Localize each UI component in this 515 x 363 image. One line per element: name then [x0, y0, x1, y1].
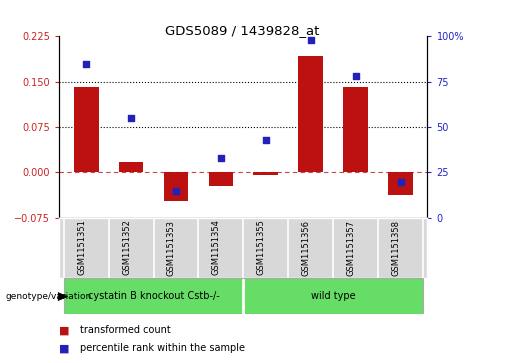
Text: GSM1151351: GSM1151351	[77, 220, 86, 276]
Point	[397, 179, 405, 184]
Point	[306, 37, 315, 43]
Bar	[253, 172, 278, 175]
Text: wild type: wild type	[311, 291, 355, 301]
Text: cystatin B knockout Cstb-/-: cystatin B knockout Cstb-/-	[88, 291, 219, 301]
Text: GSM1151358: GSM1151358	[391, 220, 401, 276]
Bar	[344, 86, 368, 172]
Text: GDS5089 / 1439828_at: GDS5089 / 1439828_at	[165, 24, 319, 37]
Text: GSM1151357: GSM1151357	[347, 220, 355, 276]
Text: genotype/variation: genotype/variation	[5, 292, 91, 301]
Text: GSM1151352: GSM1151352	[122, 220, 131, 276]
Text: GSM1151353: GSM1151353	[167, 220, 176, 276]
Point	[172, 188, 180, 193]
Text: ■: ■	[59, 325, 70, 335]
Point	[351, 73, 359, 79]
Text: ■: ■	[59, 343, 70, 354]
Bar	[119, 162, 143, 172]
Text: GSM1151354: GSM1151354	[212, 220, 221, 276]
Bar	[209, 172, 233, 186]
Text: GSM1151356: GSM1151356	[302, 220, 311, 276]
Text: GSM1151355: GSM1151355	[257, 220, 266, 276]
Text: transformed count: transformed count	[80, 325, 170, 335]
Bar	[244, 278, 423, 314]
Polygon shape	[58, 293, 67, 301]
Bar	[388, 172, 413, 195]
Point	[217, 155, 225, 161]
Bar	[164, 172, 188, 201]
Bar	[64, 278, 243, 314]
Point	[127, 115, 135, 121]
Bar	[298, 56, 323, 172]
Point	[82, 61, 90, 66]
Point	[262, 137, 270, 143]
Bar	[74, 86, 98, 172]
Text: percentile rank within the sample: percentile rank within the sample	[80, 343, 245, 354]
